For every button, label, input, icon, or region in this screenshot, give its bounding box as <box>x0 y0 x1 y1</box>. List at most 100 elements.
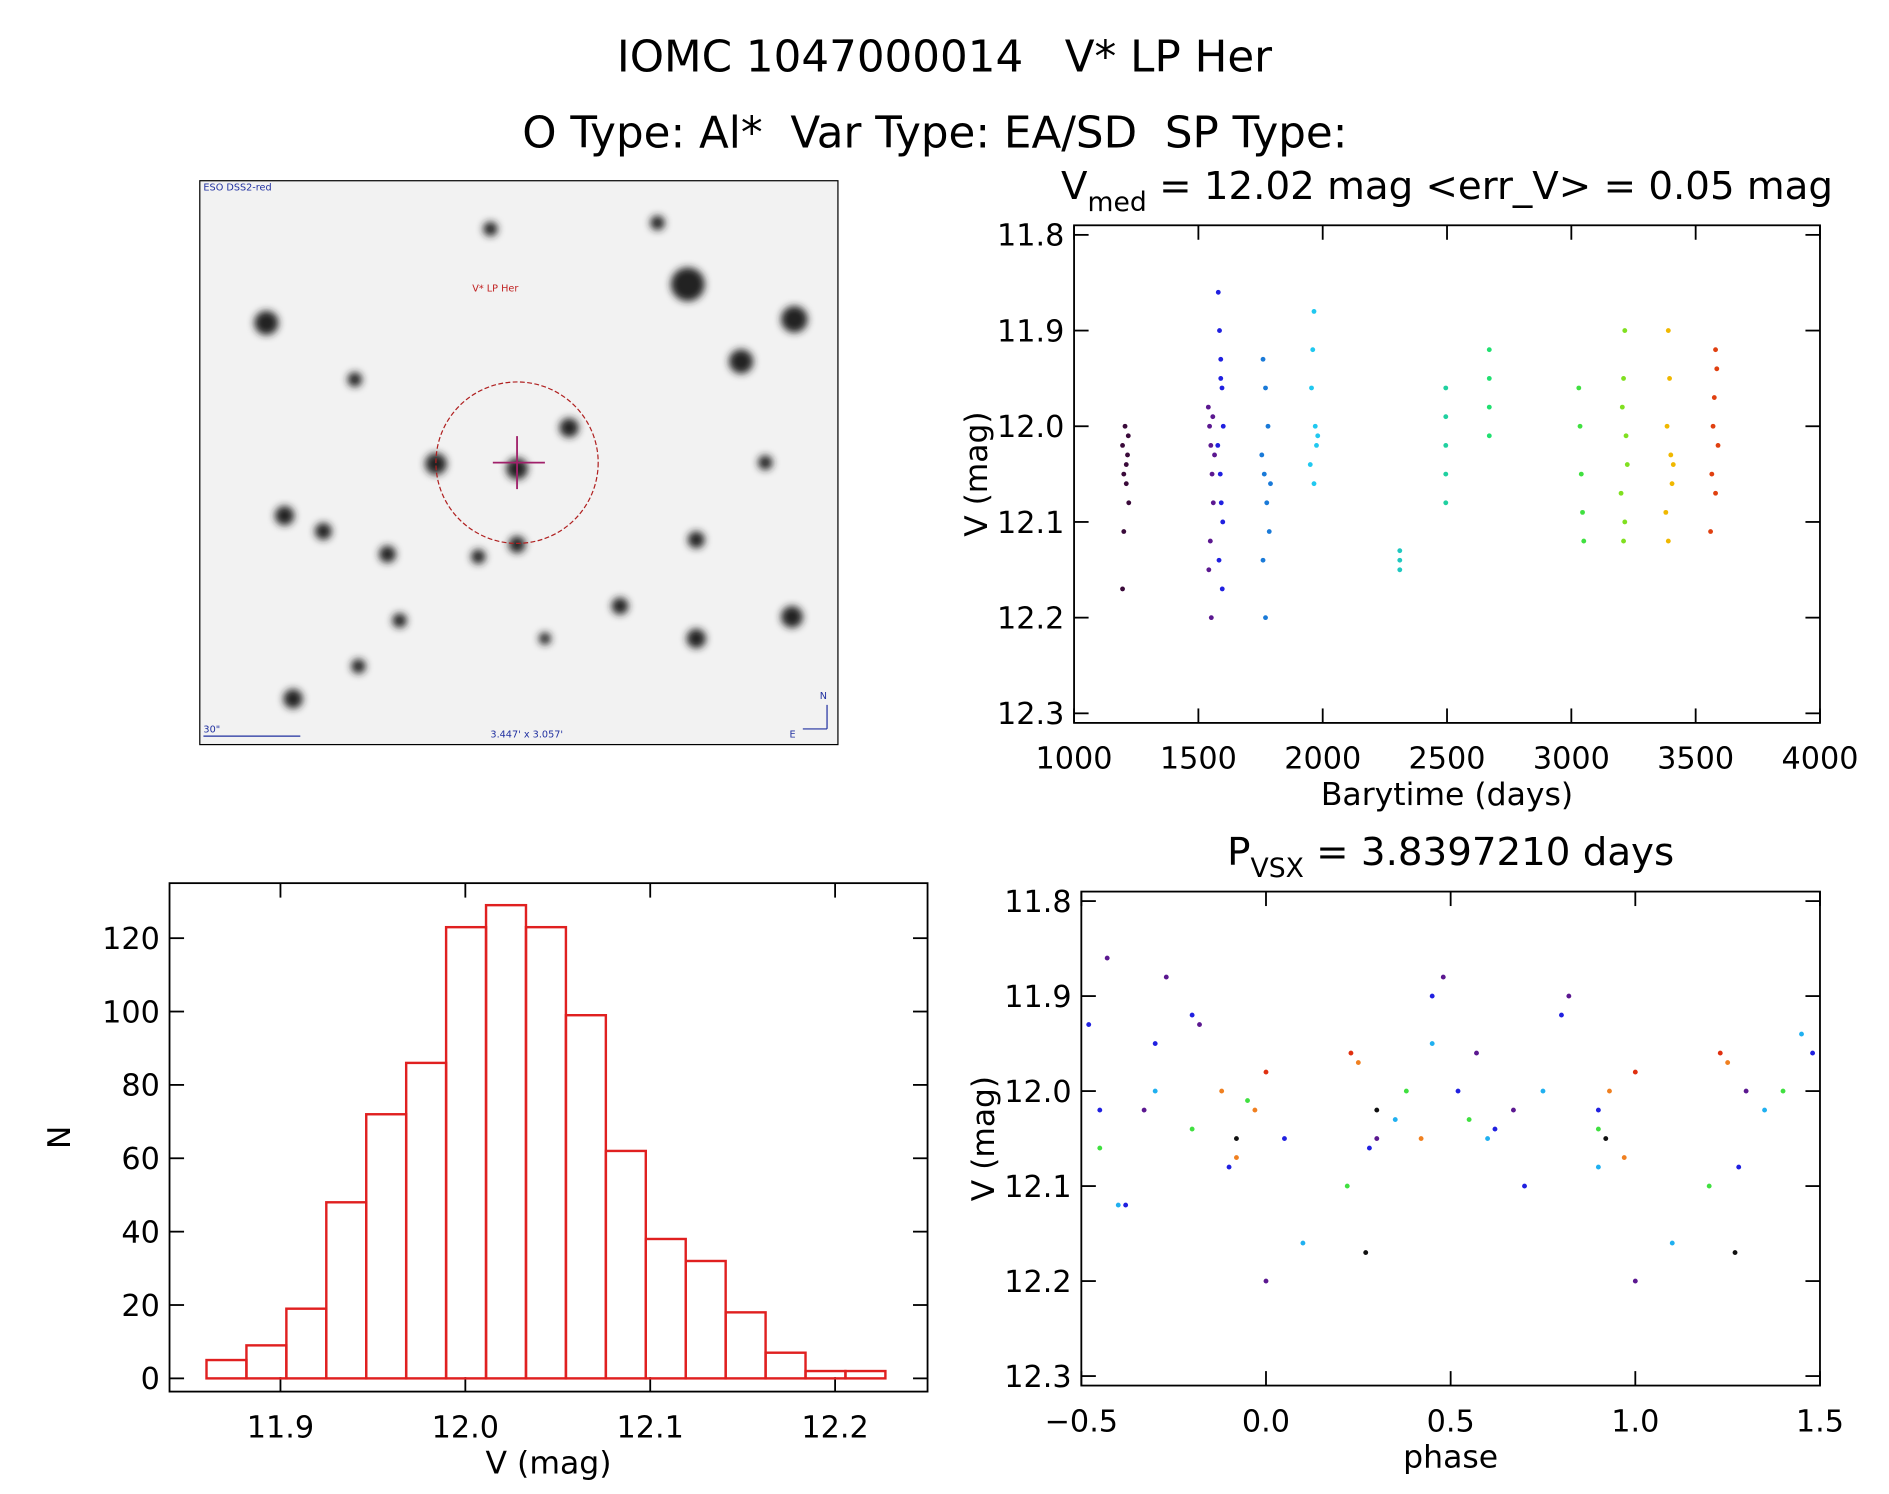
point <box>1226 1164 1232 1170</box>
point <box>1670 462 1676 467</box>
point <box>1122 423 1128 429</box>
point <box>1706 1183 1712 1189</box>
point <box>1123 1202 1129 1208</box>
title-main: V <box>1061 164 1088 209</box>
point <box>1374 1136 1380 1141</box>
bar <box>404 1061 448 1380</box>
point <box>1668 452 1674 458</box>
point <box>1621 538 1626 544</box>
bar <box>684 1259 727 1380</box>
point <box>1713 347 1718 353</box>
point <box>1125 452 1130 458</box>
point <box>1665 328 1671 333</box>
x-tick-label: 4000 <box>1781 742 1858 777</box>
compass <box>802 704 828 730</box>
point <box>1736 1164 1742 1170</box>
point <box>1207 423 1212 429</box>
point <box>1219 385 1225 391</box>
point <box>1125 433 1131 439</box>
bar <box>205 1358 248 1380</box>
bar <box>285 1307 328 1380</box>
point <box>1664 423 1670 429</box>
point <box>1126 500 1132 506</box>
scale-label: 30" <box>203 725 220 736</box>
point <box>1212 452 1217 458</box>
x-tick-label: 2000 <box>1284 742 1361 777</box>
point <box>1576 385 1582 391</box>
point <box>1266 529 1272 534</box>
point <box>1429 1041 1435 1046</box>
title-main: P <box>1227 830 1250 875</box>
point <box>1714 366 1720 372</box>
point <box>1264 500 1270 506</box>
point <box>1559 1012 1564 1018</box>
point <box>1300 1240 1306 1246</box>
y-tick-label: 12.2 <box>1004 1265 1071 1300</box>
y-tick-label: 40 <box>121 1216 160 1251</box>
point <box>1189 1012 1195 1018</box>
point <box>1120 442 1125 448</box>
point <box>1210 414 1216 420</box>
point <box>1743 1088 1749 1094</box>
point <box>1732 1250 1738 1255</box>
point <box>1355 1060 1361 1065</box>
point <box>1314 442 1319 448</box>
y-tick-label: 12.0 <box>1004 1075 1071 1110</box>
point <box>1474 1050 1479 1056</box>
point <box>1621 376 1626 381</box>
point <box>1086 1022 1092 1027</box>
point <box>1260 557 1266 563</box>
bar <box>564 1014 608 1380</box>
y-tick-label: 12.1 <box>997 506 1064 541</box>
point <box>1466 1117 1472 1122</box>
point <box>1607 1088 1612 1094</box>
point <box>1443 442 1449 448</box>
target-label: V* LP Her <box>472 284 518 295</box>
size-label: 3.447' x 3.057' <box>490 729 563 740</box>
bar <box>764 1351 807 1380</box>
y-tick-label: 12.1 <box>1004 1170 1071 1205</box>
point <box>1624 462 1630 467</box>
x-tick-label: 1000 <box>1036 742 1113 777</box>
point <box>1268 481 1273 487</box>
point <box>1595 1107 1601 1113</box>
point <box>1443 414 1449 420</box>
point <box>1366 1145 1372 1151</box>
y-tick-label: 11.9 <box>1004 980 1071 1015</box>
point <box>1310 347 1316 353</box>
point <box>1210 500 1216 506</box>
point <box>1263 615 1268 621</box>
point <box>1163 974 1169 980</box>
point <box>1121 529 1127 534</box>
subtitle: O Type: Al* Var Type: EA/SD SP Type: <box>522 109 1347 159</box>
point <box>1486 404 1492 410</box>
point <box>1713 490 1718 496</box>
point <box>1392 1117 1398 1122</box>
x-tick-label: 0.5 <box>1427 1404 1475 1439</box>
point <box>1252 1107 1258 1113</box>
x-axis-label: V (mag) <box>486 1446 612 1482</box>
point <box>1522 1183 1527 1189</box>
point <box>1123 481 1129 487</box>
point <box>1581 538 1587 544</box>
point <box>1708 529 1714 534</box>
chart: V (mag) N 11.9 12.0 12.1 12.2 0 20 40 60 80 100 120 <box>42 882 929 1482</box>
point <box>1403 1088 1409 1094</box>
y-tick-label: 80 <box>121 1069 160 1104</box>
y-axis-label: V (mag) <box>959 411 995 536</box>
y-tick-label: 12.0 <box>997 410 1064 445</box>
point <box>1443 500 1449 506</box>
point <box>1622 519 1628 525</box>
y-tick-label: 20 <box>121 1289 160 1324</box>
point <box>1669 1240 1675 1246</box>
point <box>1217 328 1222 333</box>
point <box>1263 1069 1269 1075</box>
chart-title: PVSX = 3.8397210 days <box>1227 830 1674 884</box>
point <box>1208 615 1214 621</box>
point <box>1245 1098 1250 1103</box>
point <box>1219 1088 1225 1094</box>
point <box>1209 471 1215 477</box>
y-tick-label: 120 <box>102 922 160 957</box>
